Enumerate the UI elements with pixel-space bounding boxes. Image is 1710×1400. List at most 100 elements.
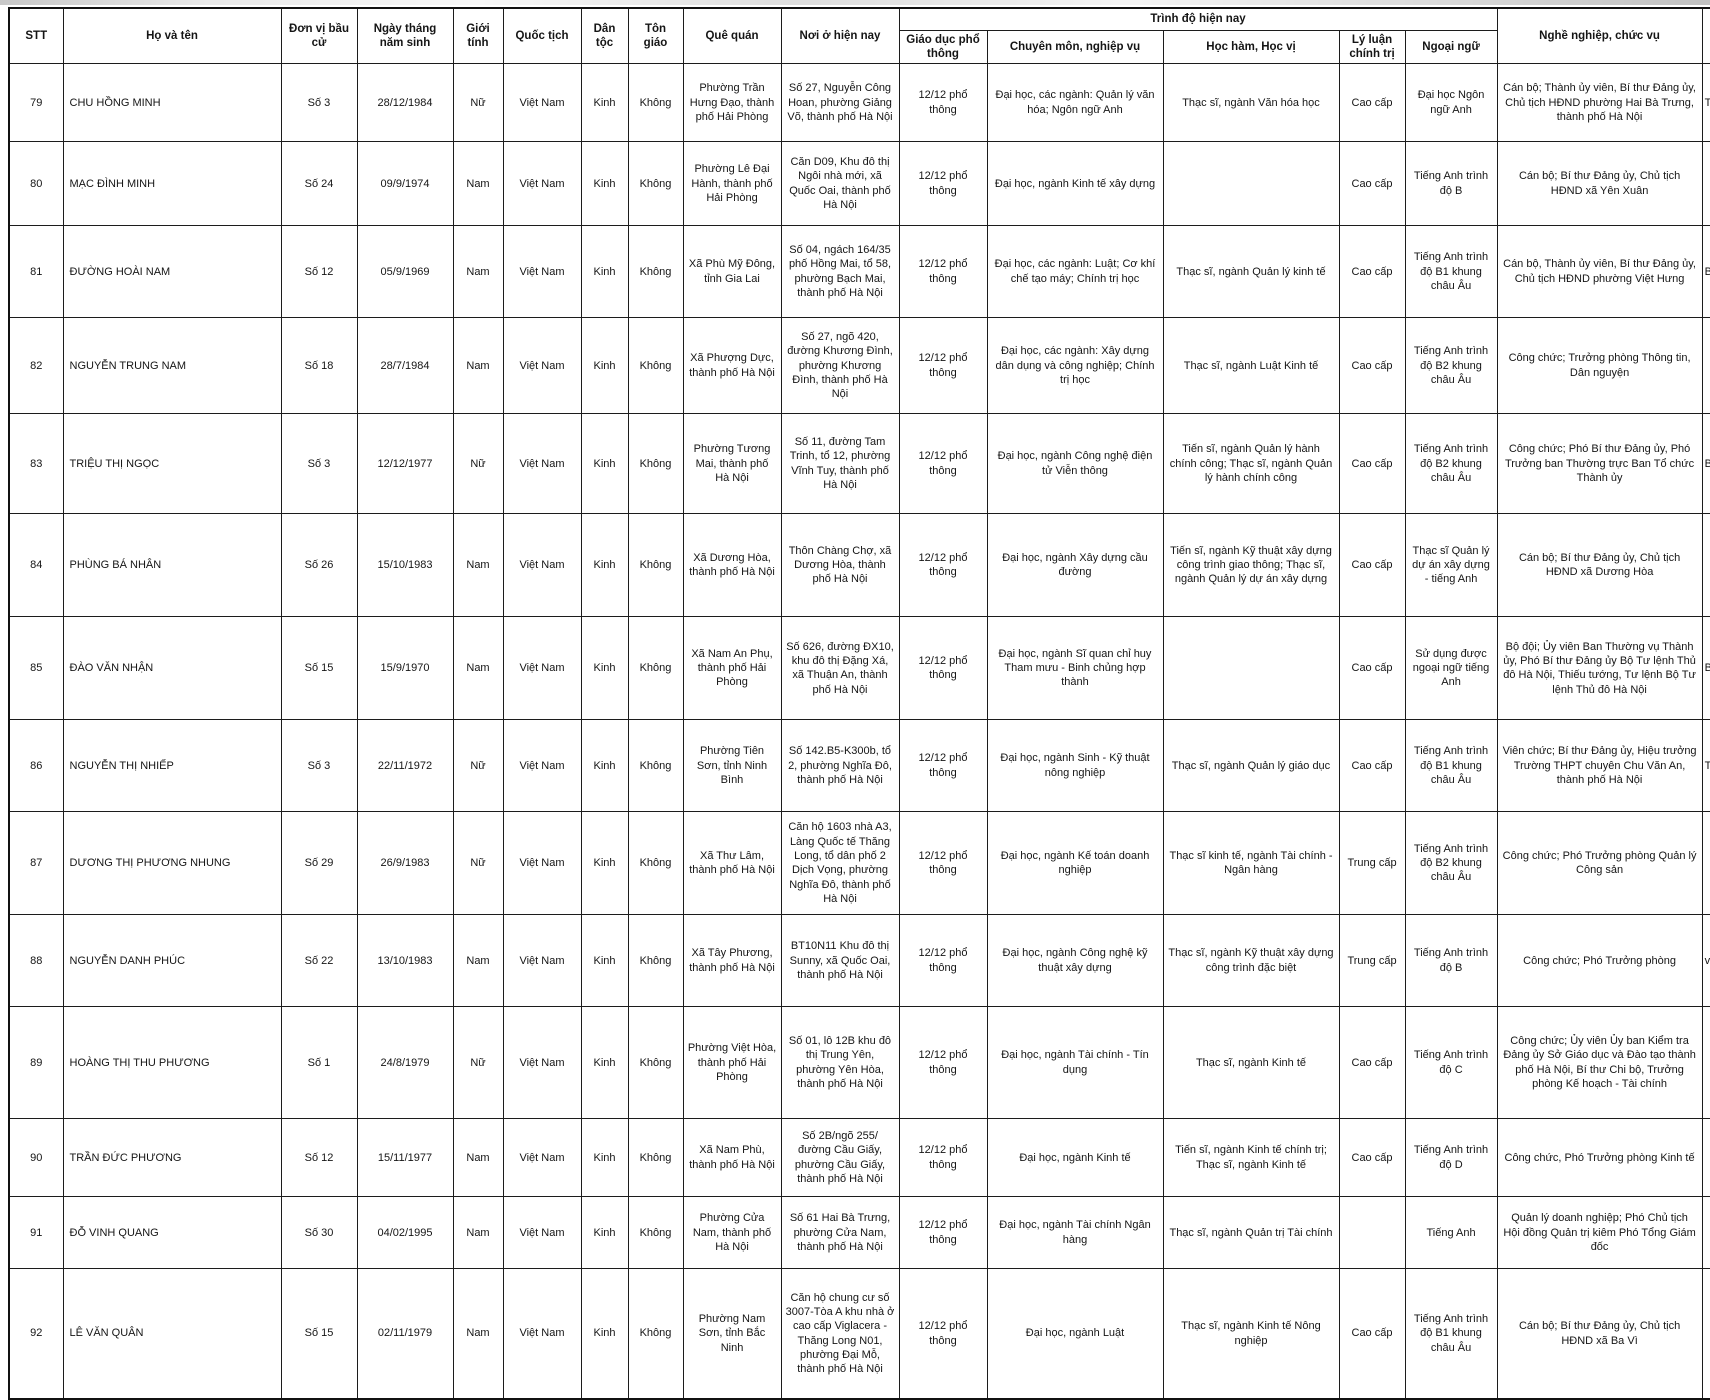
cell-dob: 15/11/1977: [356, 1118, 454, 1198]
cell-academic-degree: Thạc sĩ, ngành Kỹ thuật xây dựng công tr…: [1162, 914, 1340, 1008]
cell-residence: Số 142.B5-K300b, tổ 2, phường Nghĩa Đô, …: [780, 719, 900, 813]
cell-dob: 05/9/1969: [356, 225, 454, 319]
cell-stt: 84: [8, 513, 64, 618]
cell-gender: Nữ: [452, 719, 504, 813]
cell-nationality: Việt Nam: [502, 225, 582, 319]
cell-general-education: 12/12 phổ thông: [898, 616, 988, 721]
cell-general-education: 12/12 phổ thông: [898, 1006, 988, 1120]
cell-professional-training: Đại học, ngành Công nghệ điện tử Viễn th…: [986, 413, 1164, 515]
cell-foreign-language: Sử dụng được ngoại ngữ tiếng Anh: [1404, 616, 1498, 721]
cell-gender: Nam: [452, 1196, 504, 1270]
cell-stt: 91: [8, 1196, 64, 1270]
cell-nationality: Việt Nam: [502, 1268, 582, 1400]
cell-gender: Nữ: [452, 811, 504, 916]
cell-professional-training: Đại học, các ngành: Xây dựng dân dụng và…: [986, 317, 1164, 415]
cell-political-theory: Cao cấp: [1338, 63, 1406, 143]
cell-residence: Số 626, đường ĐX10, khu đô thị Đặng Xá, …: [780, 616, 900, 721]
cell-professional-training: Đại học, ngành Tài chính Ngân hàng: [986, 1196, 1164, 1270]
cell-gender: Nam: [452, 513, 504, 618]
cell-occupation: Cán bộ; Thành ủy viên, Bí thư Đảng ủy, C…: [1496, 63, 1703, 143]
cell-gender: Nam: [452, 1268, 504, 1400]
cell-hometown: Phường Cửa Nam, thành phố Hà Nội: [682, 1196, 782, 1270]
cell-stt: 81: [8, 225, 64, 319]
cell-cutoff-fragment: B: [1701, 616, 1710, 721]
cell-hometown: Phường Việt Hòa, thành phố Hải Phòng: [682, 1006, 782, 1120]
cell-political-theory: Cao cấp: [1338, 141, 1406, 227]
table-row: 84 PHÙNG BÁ NHÂN Số 26 15/10/1983 Nam Vi…: [8, 513, 1710, 618]
col-header-name: Họ và tên: [62, 7, 282, 65]
cell-ethnicity: Kinh: [580, 513, 629, 618]
cell-nationality: Việt Nam: [502, 513, 582, 618]
table-row: 91 ĐỖ VINH QUANG Số 30 04/02/1995 Nam Vi…: [8, 1196, 1710, 1270]
table-header: STT Họ và tên Đơn vị bầu cử Ngày tháng n…: [8, 7, 1710, 65]
cell-academic-degree: [1162, 616, 1340, 721]
cell-religion: Không: [627, 1006, 684, 1120]
cell-foreign-language: Thạc sĩ Quản lý dự án xây dựng - tiếng A…: [1404, 513, 1498, 618]
cell-nationality: Việt Nam: [502, 1006, 582, 1120]
cell-professional-training: Đại học, ngành Xây dựng cầu đường: [986, 513, 1164, 618]
cell-name: LÊ VĂN QUÂN: [62, 1268, 282, 1400]
col-header-general-education: Giáo dục phổ thông: [898, 29, 988, 65]
cell-cutoff-fragment: [1701, 1006, 1710, 1120]
col-header-gender: Giới tính: [452, 7, 504, 65]
cell-residence: Số 11, đường Tam Trinh, tổ 12, phường Vĩ…: [780, 413, 900, 515]
cell-hometown: Xã Dương Hòa, thành phố Hà Nội: [682, 513, 782, 618]
cell-electoral-unit: Số 18: [280, 317, 358, 415]
table-row: 88 NGUYỄN DANH PHÚC Số 22 13/10/1983 Nam…: [8, 914, 1710, 1008]
table-row: 81 ĐƯỜNG HOÀI NAM Số 12 05/9/1969 Nam Vi…: [8, 225, 1710, 319]
cell-foreign-language: Tiếng Anh trình độ C: [1404, 1006, 1498, 1120]
cell-professional-training: Đại học, ngành Công nghệ kỹ thuật xây dự…: [986, 914, 1164, 1008]
cell-residence: Số 2B/ngõ 255/ đường Cầu Giấy, phường Cầ…: [780, 1118, 900, 1198]
cell-hometown: Phường Lê Đại Hành, thành phố Hải Phòng: [682, 141, 782, 227]
cell-political-theory: Trung cấp: [1338, 914, 1406, 1008]
cell-stt: 88: [8, 914, 64, 1008]
cell-occupation: Công chức; Phó Bí thư Đảng ủy, Phó Trưởn…: [1496, 413, 1703, 515]
cell-electoral-unit: Số 24: [280, 141, 358, 227]
col-header-academic-degree: Học hàm, Học vị: [1162, 29, 1340, 65]
cell-dob: 15/9/1970: [356, 616, 454, 721]
cell-political-theory: Cao cấp: [1338, 719, 1406, 813]
cell-general-education: 12/12 phổ thông: [898, 1268, 988, 1400]
col-header-nationality: Quốc tịch: [502, 7, 582, 65]
cell-occupation: Cán bộ; Bí thư Đảng ủy, Chủ tịch HĐND xã…: [1496, 513, 1703, 618]
scan-artifact-top-edge: [0, 0, 1710, 5]
cell-general-education: 12/12 phổ thông: [898, 225, 988, 319]
cell-general-education: 12/12 phổ thông: [898, 63, 988, 143]
col-header-electoral-unit: Đơn vị bầu cử: [280, 7, 358, 65]
cell-residence: Số 27, Nguyễn Công Hoan, phường Giảng Võ…: [780, 63, 900, 143]
cell-electoral-unit: Số 3: [280, 413, 358, 515]
cell-dob: 26/9/1983: [356, 811, 454, 916]
table-row: 87 DƯƠNG THỊ PHƯƠNG NHUNG Số 29 26/9/198…: [8, 811, 1710, 916]
cell-political-theory: Cao cấp: [1338, 513, 1406, 618]
col-header-stt: STT: [8, 7, 64, 65]
cell-general-education: 12/12 phổ thông: [898, 811, 988, 916]
cell-general-education: 12/12 phổ thông: [898, 1118, 988, 1198]
cell-academic-degree: Thạc sĩ, ngành Kinh tế Nông nghiệp: [1162, 1268, 1340, 1400]
cell-name: TRẦN ĐỨC PHƯƠNG: [62, 1118, 282, 1198]
cell-residence: Thôn Chàng Chợ, xã Dương Hòa, thành phố …: [780, 513, 900, 618]
cell-academic-degree: Thạc sĩ, ngành Kinh tế: [1162, 1006, 1340, 1120]
cell-electoral-unit: Số 3: [280, 63, 358, 143]
cell-general-education: 12/12 phổ thông: [898, 317, 988, 415]
cell-residence: Số 04, ngách 164/35 phố Hồng Mai, tổ 58,…: [780, 225, 900, 319]
cell-religion: Không: [627, 616, 684, 721]
table-row: 89 HOÀNG THỊ THU PHƯƠNG Số 1 24/8/1979 N…: [8, 1006, 1710, 1120]
cell-political-theory: Cao cấp: [1338, 1118, 1406, 1198]
cell-political-theory: Cao cấp: [1338, 616, 1406, 721]
cell-gender: Nam: [452, 616, 504, 721]
col-header-political-theory: Lý luận chính trị: [1338, 29, 1406, 65]
cell-nationality: Việt Nam: [502, 141, 582, 227]
col-header-professional-training: Chuyên môn, nghiệp vụ: [986, 29, 1164, 65]
cell-professional-training: Đại học, ngành Kinh tế xây dựng: [986, 141, 1164, 227]
cell-name: TRIỆU THỊ NGỌC: [62, 413, 282, 515]
col-header-hometown: Quê quán: [682, 7, 782, 65]
cell-foreign-language: Tiếng Anh trình độ D: [1404, 1118, 1498, 1198]
cell-professional-training: Đại học, ngành Sĩ quan chỉ huy Tham mưu …: [986, 616, 1164, 721]
cell-occupation: Công chức, Phó Trưởng phòng Kinh tế: [1496, 1118, 1703, 1198]
cell-name: ĐÀO VĂN NHẬN: [62, 616, 282, 721]
cell-academic-degree: Tiến sĩ, ngành Quản lý hành chính công; …: [1162, 413, 1340, 515]
cell-religion: Không: [627, 225, 684, 319]
cell-general-education: 12/12 phổ thông: [898, 914, 988, 1008]
cell-occupation: Công chức; Trưởng phòng Thông tin, Dân n…: [1496, 317, 1703, 415]
col-header-religion: Tôn giáo: [627, 7, 684, 65]
